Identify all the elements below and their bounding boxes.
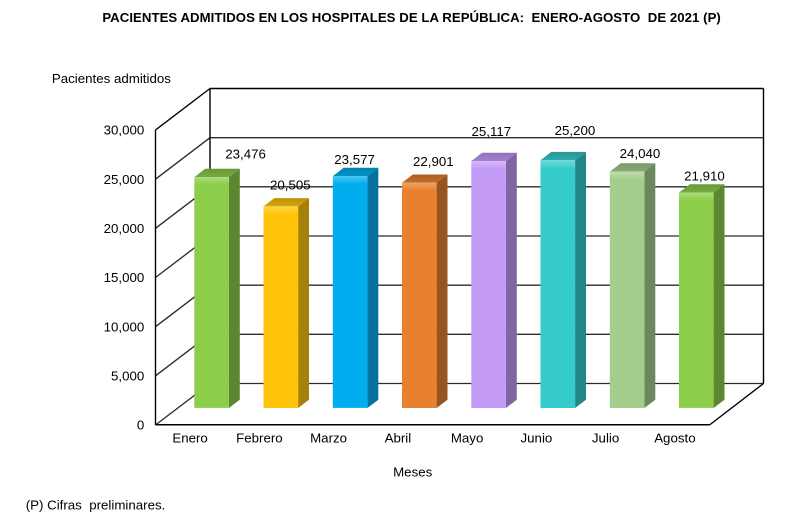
svg-text:25,117: 25,117 xyxy=(471,124,511,139)
svg-text:30,000: 30,000 xyxy=(104,123,145,138)
svg-text:5,000: 5,000 xyxy=(111,369,144,384)
svg-text:10,000: 10,000 xyxy=(104,319,145,334)
svg-text:0: 0 xyxy=(137,418,144,433)
svg-text:Junio: Junio xyxy=(521,431,553,446)
svg-text:24,040: 24,040 xyxy=(620,146,661,161)
svg-text:20,000: 20,000 xyxy=(104,221,145,236)
svg-text:20,505: 20,505 xyxy=(270,177,311,192)
svg-text:Febrero: Febrero xyxy=(236,431,283,446)
svg-text:Abril: Abril xyxy=(385,431,412,446)
svg-text:23,476: 23,476 xyxy=(225,147,266,162)
svg-text:Meses: Meses xyxy=(393,465,433,480)
svg-text:(P) Cifras preliminares.: (P) Cifras preliminares. xyxy=(26,498,166,513)
svg-text:Pacientes admitidos: Pacientes admitidos xyxy=(52,71,171,86)
svg-text:PACIENTES ADMITIDOS EN LOS HOS: PACIENTES ADMITIDOS EN LOS HOSPITALES DE… xyxy=(102,10,721,25)
svg-text:23,577: 23,577 xyxy=(334,152,375,167)
svg-text:15,000: 15,000 xyxy=(104,270,145,285)
svg-text:25,000: 25,000 xyxy=(104,172,145,187)
svg-text:Marzo: Marzo xyxy=(310,431,347,446)
svg-text:22,901: 22,901 xyxy=(413,154,454,169)
svg-text:Mayo: Mayo xyxy=(451,431,484,446)
svg-text:21,910: 21,910 xyxy=(684,169,725,184)
svg-text:Agosto: Agosto xyxy=(654,431,695,446)
svg-text:Enero: Enero xyxy=(172,431,207,446)
svg-text:25,200: 25,200 xyxy=(555,123,596,138)
svg-text:Julio: Julio xyxy=(592,431,619,446)
